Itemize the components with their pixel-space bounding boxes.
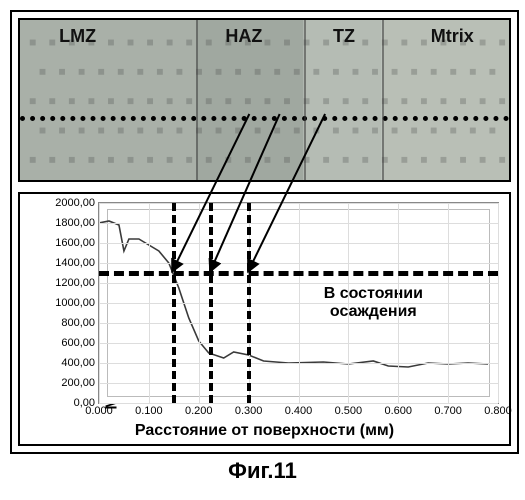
zone-boundary-vline <box>247 203 251 403</box>
zone-label-tz: TZ <box>333 26 355 47</box>
zone-separator <box>304 20 306 180</box>
plot-area: В состоянииосаждения 0,00200,00400,00600… <box>98 202 499 404</box>
x-tick-label: 0.700 <box>434 403 462 417</box>
y-tick-label: 1200,00 <box>55 277 99 289</box>
gridline-v <box>398 203 399 403</box>
zone-boundary-vline <box>209 203 213 403</box>
micrograph: LMZ HAZ TZ Mtrix <box>18 18 511 182</box>
gridline-v <box>498 203 499 403</box>
figure-caption: Фиг.11 <box>0 458 525 484</box>
y-tick-label: 800,00 <box>61 317 99 329</box>
x-axis-label: Расстояние от поверхности (мм) <box>20 422 509 440</box>
y-tick-label: 600,00 <box>61 337 99 349</box>
y-tick-label: 1000,00 <box>55 297 99 309</box>
zone-boundary-vline <box>172 203 176 403</box>
zone-label-mtrix: Mtrix <box>431 26 474 47</box>
x-tick-label: 0.600 <box>384 403 412 417</box>
zone-label-haz: HAZ <box>225 26 262 47</box>
y-tick-label: 1400,00 <box>55 257 99 269</box>
hardness-chart: Микротвердость, HV65 Расстояние от повер… <box>18 192 511 446</box>
y-tick-label: 2000,00 <box>55 197 99 209</box>
figure-outer: LMZ HAZ TZ Mtrix Микротвердость, HV65 Расст… <box>10 10 519 454</box>
y-tick-label: 400,00 <box>61 357 99 369</box>
micrograph-scanline <box>20 116 509 121</box>
zone-separator <box>382 20 384 180</box>
zone-separator <box>196 20 198 180</box>
gridline-v <box>149 203 150 403</box>
x-tick-label: 0.800 <box>484 403 512 417</box>
x-tick-label: 0.300 <box>235 403 263 417</box>
x-tick-label: 0.000 <box>85 403 113 417</box>
gridline-v <box>199 203 200 403</box>
x-tick-label: 0.400 <box>285 403 313 417</box>
gridline-v <box>348 203 349 403</box>
y-tick-label: 200,00 <box>61 377 99 389</box>
zone-label-lmz: LMZ <box>59 26 96 47</box>
x-tick-label: 0.200 <box>185 403 213 417</box>
x-tick-label: 0.500 <box>335 403 363 417</box>
y-tick-label: 1600,00 <box>55 237 99 249</box>
gridline-v <box>448 203 449 403</box>
gridline-v <box>299 203 300 403</box>
gridline-v <box>99 203 100 403</box>
y-tick-label: 1800,00 <box>55 217 99 229</box>
reference-hline <box>99 271 498 276</box>
x-tick-label: 0.100 <box>135 403 163 417</box>
